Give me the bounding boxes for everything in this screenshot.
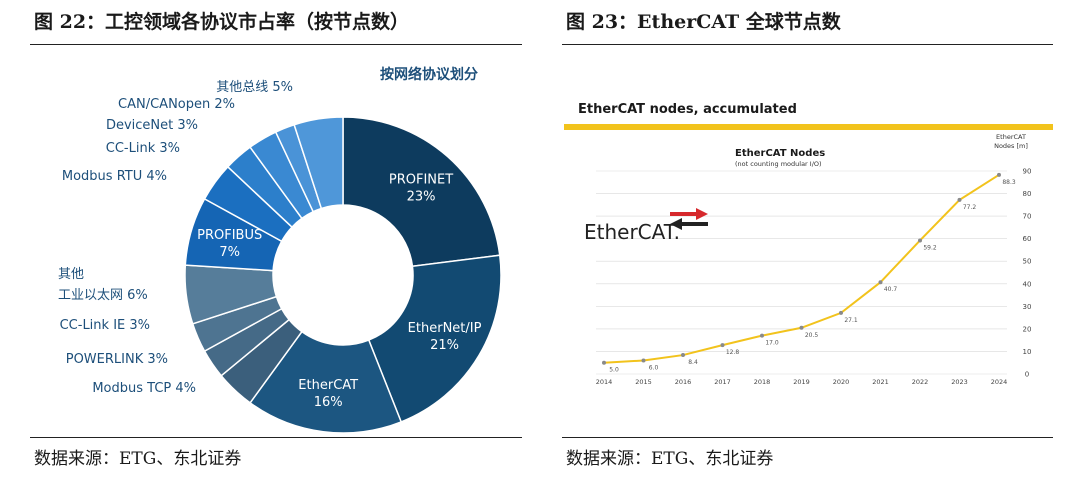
pie-slice-profinet-0	[342, 116, 501, 268]
point-label-2020: 27.1	[844, 317, 858, 324]
outside-label-modbus-tcp: Modbus TCP 4%	[92, 381, 196, 396]
line-chart-title: EtherCAT Nodes	[735, 148, 825, 159]
point-2023	[957, 197, 962, 202]
pie-inner-labels: PROFINET 23% EtherNet/IP 21% EtherCAT 16% PROF…	[197, 172, 481, 410]
pie-inner-label-value-0: 23%	[407, 189, 436, 204]
line-chart-subtitle: (not counting modular I/O)	[735, 160, 822, 168]
point-label-2017: 12.8	[726, 349, 740, 356]
y-tick-60: 60	[1023, 235, 1032, 243]
outside-label-modbus-rtu: Modbus RTU 4%	[62, 169, 167, 184]
right-figure-source: 数据来源：ETG、东北证券	[562, 437, 1053, 469]
y-tick-90: 90	[1023, 168, 1032, 176]
x-tick-labels: 2014 2015 2016 2017 2018 2019 2020 2021 2022 2023…	[596, 378, 1008, 386]
x-tick-2017: 2017	[714, 378, 731, 386]
x-tick-2016: 2016	[675, 378, 692, 386]
series-points	[602, 172, 1001, 365]
outside-label-other-industrial-ethernet-line2: 工业以太网 6%	[58, 288, 148, 303]
point-label-2014: 5.0	[609, 367, 619, 374]
point-label-2024: 88.3	[1002, 179, 1016, 186]
y-axis-label-line2: Nodes [m]	[994, 142, 1028, 150]
x-tick-2022: 2022	[912, 378, 929, 386]
left-figure-source: 数据来源：ETG、东北证券	[30, 437, 522, 469]
series-point-labels: 5.0 6.0 8.4 12.8 17.0 20.5 27.1 40.7 59.2 77.2 88.…	[609, 179, 1016, 374]
pie-slice--12	[293, 116, 344, 210]
pie-inner-label-name-1: EtherNet/IP	[408, 321, 482, 336]
y-tick-0: 0	[1025, 371, 1029, 379]
y-tick-50: 50	[1023, 258, 1032, 266]
protocol-share-donut-chart: 按网络协议划分 PROFINET 23% EtherNet/IP 21% EtherCA…	[58, 66, 502, 433]
pie-outside-labels: 其他总线 5% CAN/CANopen 2% DeviceNet 3% CC-L…	[58, 80, 293, 396]
point-label-2018: 17.0	[765, 340, 779, 347]
ethercat-logo-arrow-back-icon	[670, 218, 708, 230]
x-tick-2021: 2021	[872, 378, 889, 386]
point-2014	[602, 360, 606, 365]
x-tick-2015: 2015	[635, 378, 652, 386]
y-tick-10: 10	[1023, 348, 1032, 356]
pie-slices	[184, 116, 502, 433]
ethercat-logo: EtherCAT.	[584, 208, 708, 244]
point-2019	[799, 325, 804, 330]
point-label-2019: 20.5	[805, 332, 819, 339]
line-chart-header: EtherCAT nodes, accumulated	[578, 102, 797, 117]
outside-label-other-industrial-ethernet-line1: 其他	[58, 267, 84, 282]
point-2020	[839, 310, 843, 315]
outside-label-cc-link-ie: CC-Link IE 3%	[60, 318, 150, 333]
point-label-2015: 6.0	[649, 364, 659, 371]
x-tick-2023: 2023	[951, 378, 968, 386]
point-2015	[641, 358, 646, 363]
pie-slice-ethernet-ip-1	[367, 254, 502, 423]
point-2016	[681, 353, 685, 358]
x-tick-2020: 2020	[833, 378, 850, 386]
pie-inner-label-name-0: PROFINET	[389, 172, 453, 187]
ethercat-logo-arrows-icon	[670, 208, 708, 220]
right-figure-title: 图 23：EtherCAT 全球节点数	[562, 0, 1053, 45]
ethercat-nodes-series-line	[603, 173, 1000, 364]
point-2021	[878, 280, 883, 285]
pie-inner-label-value-2: 16%	[314, 395, 343, 410]
y-tick-labels: 0 10 20 30 40 50 60 70 80 90	[1023, 168, 1032, 379]
point-label-2016: 8.4	[688, 359, 698, 366]
outside-label-devicenet: DeviceNet 3%	[106, 118, 198, 133]
pie-inner-label-name-2: EtherCAT	[298, 378, 358, 393]
y-tick-70: 70	[1023, 213, 1032, 221]
x-tick-2019: 2019	[793, 378, 810, 386]
pie-slice-ethercat-2	[249, 330, 403, 433]
outside-label-can-canopen: CAN/CANopen 2%	[118, 97, 235, 112]
y-tick-80: 80	[1023, 190, 1032, 198]
pie-inner-label-value-1: 21%	[430, 338, 459, 353]
point-label-2022: 59.2	[923, 244, 937, 251]
point-2022	[918, 238, 922, 243]
left-figure-title: 图 22：工控领域各协议市占率（按节点数）	[30, 0, 522, 45]
y-tick-20: 20	[1023, 325, 1032, 333]
header-accent-bar	[564, 124, 1053, 130]
point-label-2021: 40.7	[884, 286, 898, 293]
x-tick-2024: 2024	[991, 378, 1008, 386]
point-2018	[760, 333, 764, 338]
y-tick-40: 40	[1023, 280, 1032, 288]
right-figure-panel: 图 23：EtherCAT 全球节点数 EtherCAT nodes, accu…	[562, 0, 1053, 469]
y-axis-label-line1: EtherCAT	[996, 133, 1026, 141]
pie-inner-label-value-7: 7%	[219, 245, 240, 260]
line-gridlines	[596, 170, 1007, 375]
pie-chart-title: 按网络协议划分	[380, 66, 478, 83]
pie-inner-label-name-7: PROFIBUS	[197, 228, 262, 243]
outside-label-other-fieldbus: 其他总线 5%	[216, 80, 293, 95]
x-tick-2014: 2014	[596, 378, 613, 386]
point-label-2023: 77.2	[963, 204, 977, 211]
ethercat-nodes-line-chart: EtherCAT nodes, accumulated EtherCAT Nod…	[564, 102, 1053, 386]
left-figure-panel: 图 22：工控领域各协议市占率（按节点数） 按网络协议划分 PROFINET 23…	[30, 0, 522, 469]
outside-label-cc-link: CC-Link 3%	[106, 141, 180, 156]
point-2024	[997, 172, 1001, 177]
ethercat-logo-text: EtherCAT.	[584, 220, 680, 244]
outside-label-powerlink: POWERLINK 3%	[66, 352, 168, 367]
y-tick-30: 30	[1023, 303, 1032, 311]
x-tick-2018: 2018	[754, 378, 771, 386]
point-2017	[720, 343, 725, 348]
